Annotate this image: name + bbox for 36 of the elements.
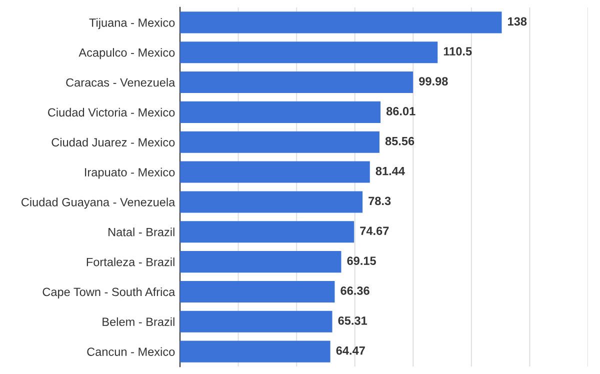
data-label: 64.47 — [336, 346, 365, 355]
bar — [180, 280, 335, 302]
y-tick-label: Ciudad Victoria - Mexico — [48, 108, 175, 117]
y-tick-label: Irapuato - Mexico — [85, 168, 175, 179]
data-label: 85.56 — [385, 136, 414, 146]
y-tick-label: Fortaleza - Brazil — [86, 258, 174, 266]
y-tick-label: Ciudad Juarez - Mexico — [52, 138, 175, 147]
bar — [180, 42, 438, 64]
data-label: 65.31 — [338, 316, 368, 325]
data-label: 66.36 — [340, 286, 370, 295]
data-label: 78.3 — [368, 196, 391, 206]
y-tick-label: Ciudad Guayana - Venezuela — [22, 198, 176, 209]
y-tick-label: Tijuana - Mexico — [89, 18, 175, 30]
data-label: 138 — [508, 17, 527, 26]
data-label: 110.5 — [444, 47, 472, 56]
bar — [180, 101, 381, 123]
data-label: 81.44 — [376, 166, 405, 176]
data-label: 86.01 — [386, 107, 416, 116]
bar — [180, 12, 502, 34]
bar — [180, 221, 354, 243]
y-tick-label: Caracas - Venezuela — [66, 78, 176, 87]
bar — [180, 131, 380, 153]
y-tick-label: Natal - Brazil — [108, 228, 174, 236]
y-tick-label: Cancun - Mexico — [87, 347, 175, 356]
bar — [180, 72, 414, 94]
data-label: 99.98 — [419, 77, 448, 86]
bar — [180, 251, 342, 273]
y-tick-label: Acapulco - Mexico — [78, 48, 175, 60]
bar — [180, 191, 363, 213]
bar — [180, 310, 332, 332]
y-tick-label: Belem - Brazil — [102, 317, 174, 326]
data-label: 74.67 — [360, 226, 389, 236]
bar — [180, 161, 370, 183]
bar — [180, 340, 330, 362]
y-tick-label: Cape Town - South Africa — [42, 287, 176, 298]
data-label: 69.15 — [347, 256, 376, 265]
